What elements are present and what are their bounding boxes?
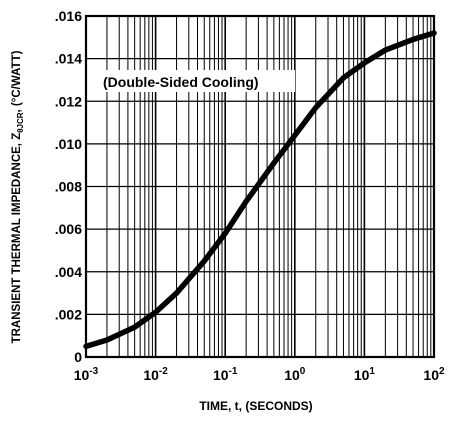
y-tick-label: .016 [55,8,82,24]
x-tick-label-exponent: 1 [369,366,375,377]
x-tick-label-exponent: -1 [229,366,238,377]
x-tick-label-exponent: -2 [159,366,168,377]
impedance-curve [83,30,437,350]
frame-layer [84,14,436,359]
y-tick-label: .006 [55,221,82,237]
x-tick-label-base: 10 [354,367,370,383]
curve-layer [83,30,437,350]
x-tick-label: 10-1 [213,366,238,383]
x-tick-label: 102 [423,366,445,383]
plot-frame [84,14,436,359]
y-tick-label: 0 [74,349,82,365]
x-tick-label-base: 10 [423,367,439,383]
annotation-layer: (Double-Sided Cooling) [101,70,295,92]
x-tick-label: 10-3 [74,366,99,383]
axis-label-layer: TIME, t, (SECONDS) TRANSIENT THERMAL IMP… [11,50,313,413]
x-axis-label: TIME, t, (SECONDS) [199,399,312,413]
x-tick-label-base: 10 [74,367,90,383]
x-tick-label-base: 10 [284,367,300,383]
x-tick-label-exponent: 0 [300,366,306,377]
annotation-label: (Double-Sided Cooling) [103,74,259,90]
y-axis-label-subscript: θJCR [16,112,25,133]
y-axis-label-main: TRANSIENT THERMAL IMPEDANCE, Z [11,133,23,344]
x-tick-label-base: 10 [143,367,159,383]
y-tick-label: .012 [55,93,82,109]
x-tick-label: 101 [354,366,376,383]
y-tick-label: .014 [55,51,82,67]
x-tick-label-exponent: -3 [89,366,98,377]
x-tick-label: 10-2 [143,366,168,383]
y-tick-label: .004 [55,264,82,280]
y-tick-label: .008 [55,179,82,195]
y-axis-label: TRANSIENT THERMAL IMPEDANCE, ZθJCR, (°C/… [11,50,25,343]
x-tick-label-exponent: 2 [439,366,445,377]
y-axis-label-unit: , (°C/WATT) [11,50,23,112]
y-tick-label: .002 [55,306,82,322]
x-tick-label-base: 10 [213,367,229,383]
y-tick-label: .010 [55,136,82,152]
annotation-background [101,70,295,92]
x-tick-label: 100 [284,366,306,383]
